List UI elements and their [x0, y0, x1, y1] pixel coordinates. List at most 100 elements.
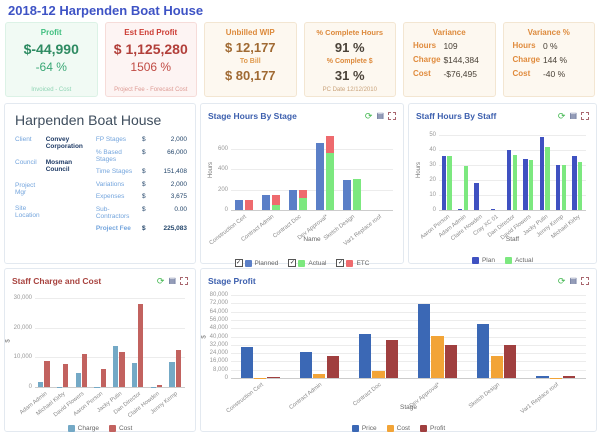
- legend-item-cost: Cost: [109, 425, 132, 432]
- gridline: [231, 345, 586, 346]
- expand-icon[interactable]: [581, 277, 589, 285]
- expand-icon[interactable]: [388, 112, 396, 120]
- legend-item-actual[interactable]: ✓Actual: [288, 259, 326, 267]
- info-value: [46, 182, 96, 196]
- table-view-icon[interactable]: ▤: [569, 112, 577, 120]
- project-fees-column: FP Stages $ 2,000 % Based Stages $ 66,00…: [96, 136, 187, 238]
- kpi-row: Charge 144 %: [508, 55, 591, 65]
- bar-construction-cert-planned: [235, 200, 243, 210]
- info-value: Convey Corporation: [46, 136, 96, 150]
- gridline: [35, 298, 185, 299]
- kpi-title: Variance %: [508, 28, 591, 37]
- kpi-row-label: Charge: [413, 55, 443, 65]
- info-label: Client: [15, 136, 46, 150]
- legend-checkbox[interactable]: ✓: [288, 259, 296, 267]
- legend-swatch: [109, 425, 116, 432]
- refresh-icon[interactable]: ⟳: [558, 277, 566, 285]
- legend-swatch: [346, 260, 353, 267]
- kpi-row: Hours 0 %: [508, 41, 591, 51]
- kpi-title: % Complete Hours: [309, 28, 392, 37]
- y-tick-label: 400: [218, 166, 228, 172]
- kpi-card-variance: Variance Hours 109 Charge $144,384 Cost …: [403, 22, 496, 97]
- bar-jacky-putin-actual: [545, 147, 550, 210]
- y-axis-title: Hours: [416, 162, 422, 178]
- kpi-value: 91 %: [309, 40, 392, 55]
- gridline: [35, 328, 185, 329]
- bar-contract-admin-profit: [327, 356, 339, 378]
- fee-currency: $: [142, 206, 151, 213]
- bar-dev-approval--profit: [445, 345, 457, 378]
- bar-contract-doc-cost: [372, 371, 384, 378]
- legend-swatch: [68, 425, 75, 432]
- bar-dan-director-plan: [507, 150, 512, 210]
- y-tick-label: 20: [429, 177, 436, 183]
- fee-currency: $: [142, 225, 151, 232]
- kpi-row-value: -$76,495: [443, 69, 485, 79]
- fee-label: Sub-Contractors: [96, 206, 142, 220]
- y-tick-label: 20,000: [14, 325, 32, 331]
- refresh-icon[interactable]: ⟳: [365, 112, 373, 120]
- kpi-card-est-end-profit: Est End Profit $ 1,125,280 1506 % Projec…: [105, 22, 198, 97]
- gridline: [231, 370, 586, 371]
- fee-amount: 2,000: [151, 181, 187, 188]
- legend-item-planned[interactable]: ✓Planned: [235, 259, 279, 267]
- bar-aaron-person-actual: [447, 156, 452, 210]
- fee-amount: 151,408: [151, 168, 187, 175]
- expand-icon[interactable]: [180, 277, 188, 285]
- refresh-icon[interactable]: ⟳: [157, 277, 165, 285]
- bar-dev-approval--etc: [326, 136, 334, 153]
- kpi-title: Variance: [408, 28, 491, 37]
- table-view-icon[interactable]: ▤: [376, 112, 384, 120]
- chart-legend: ✓Planned ✓Actual ✓ETC: [201, 251, 403, 269]
- y-tick-label: 32,000: [210, 342, 228, 348]
- legend-checkbox[interactable]: ✓: [336, 259, 344, 267]
- bar-aaron-person-cost: [101, 369, 106, 387]
- bar-contract-doc-price: [359, 334, 371, 378]
- kpi-value-2: $ 80,177: [209, 68, 292, 83]
- legend-swatch: [472, 257, 479, 264]
- project-details-panel: Harpenden Boat House Client Convey Corpo…: [4, 103, 196, 264]
- kpi-row-label: Hours: [413, 41, 443, 51]
- panel-toolbar: ⟳ ▤: [365, 112, 396, 120]
- bar-jenny-kemp-plan: [556, 165, 561, 210]
- fee-row-total: Project Fee $ 225,083: [96, 225, 187, 232]
- refresh-icon[interactable]: ⟳: [558, 112, 566, 120]
- bar-jacky-putin-charge: [113, 346, 118, 387]
- bar-david-flowers-actual: [529, 160, 534, 210]
- fee-row: Time Stages $ 151,408: [96, 168, 187, 175]
- table-view-icon[interactable]: ▤: [168, 277, 176, 285]
- bar-contract-doc-etc: [299, 190, 307, 199]
- bar-michael-kirby-actual: [578, 162, 583, 210]
- kpi-row-label: Charge: [513, 55, 543, 65]
- panel-title: Stage Hours By Stage: [208, 111, 297, 121]
- kpi-footnote: Invoiced - Cost: [6, 87, 97, 93]
- panel-title: Staff Charge and Cost: [12, 276, 101, 286]
- legend-item-etc[interactable]: ✓ETC: [336, 259, 369, 267]
- y-tick-label: 30: [429, 162, 436, 168]
- table-view-icon[interactable]: ▤: [569, 277, 577, 285]
- legend-swatch: [352, 425, 359, 432]
- fee-label: Expenses: [96, 193, 142, 200]
- gridline: [35, 357, 185, 358]
- fee-amount: 2,000: [151, 136, 187, 143]
- legend-item-price: Price: [352, 425, 377, 432]
- y-tick-label: 40: [429, 147, 436, 153]
- gridline: [231, 361, 586, 362]
- project-name: Harpenden Boat House: [5, 104, 195, 134]
- bar-adam-admin-charge: [38, 382, 43, 387]
- y-tick-label: 50: [429, 132, 436, 138]
- info-label: Site Location: [15, 205, 46, 219]
- bar-jenny-kemp-actual: [562, 165, 567, 210]
- gridline: [231, 303, 586, 304]
- kpi-row-label: Cost: [513, 69, 543, 79]
- expand-icon[interactable]: [581, 112, 589, 120]
- panel-header: Stage Hours By Stage ⟳ ▤: [201, 104, 403, 124]
- gridline: [231, 169, 393, 170]
- bar-var1-replace-roof-price: [536, 376, 548, 378]
- legend-checkbox[interactable]: ✓: [235, 259, 243, 267]
- panel-header: Staff Hours By Staff ⟳ ▤: [409, 104, 596, 124]
